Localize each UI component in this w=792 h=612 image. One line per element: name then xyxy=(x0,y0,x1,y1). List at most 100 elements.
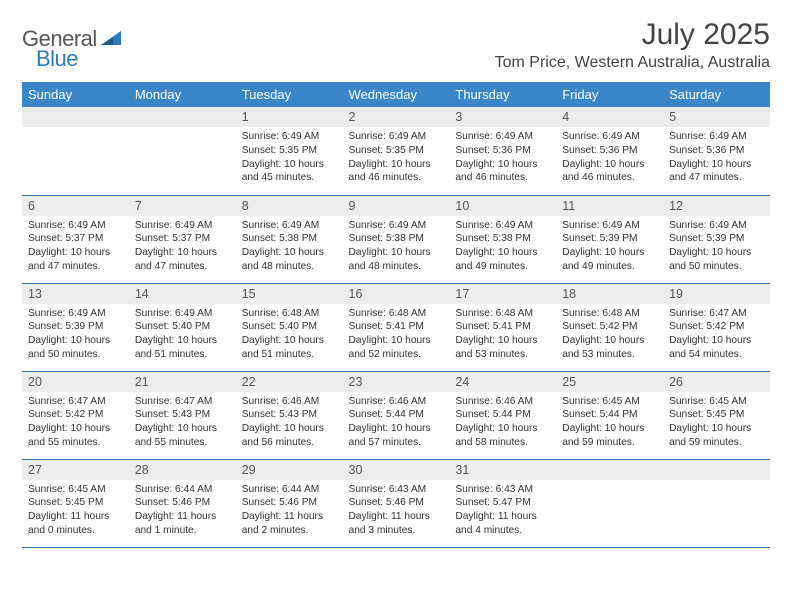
calendar-page: General July 2025 Tom Price, Western Aus… xyxy=(0,0,792,548)
daylight-text: Daylight: 10 hours and 54 minutes. xyxy=(669,334,764,362)
calendar-week-row: 27Sunrise: 6:45 AMSunset: 5:45 PMDayligh… xyxy=(22,459,770,547)
daylight-text: Daylight: 11 hours and 1 minute. xyxy=(135,510,230,538)
sunrise-text: Sunrise: 6:49 AM xyxy=(135,307,230,321)
day-details: Sunrise: 6:49 AMSunset: 5:35 PMDaylight:… xyxy=(343,127,450,189)
sunrise-text: Sunrise: 6:45 AM xyxy=(669,395,764,409)
sunset-text: Sunset: 5:41 PM xyxy=(349,320,444,334)
day-details: Sunrise: 6:46 AMSunset: 5:44 PMDaylight:… xyxy=(343,392,450,454)
day-details: Sunrise: 6:49 AMSunset: 5:38 PMDaylight:… xyxy=(449,216,556,278)
calendar-day-cell: 16Sunrise: 6:48 AMSunset: 5:41 PMDayligh… xyxy=(343,283,450,371)
daylight-text: Daylight: 10 hours and 52 minutes. xyxy=(349,334,444,362)
sunrise-text: Sunrise: 6:49 AM xyxy=(562,219,657,233)
sunset-text: Sunset: 5:44 PM xyxy=(349,408,444,422)
day-number: 19 xyxy=(663,284,770,304)
day-details: Sunrise: 6:44 AMSunset: 5:46 PMDaylight:… xyxy=(236,480,343,542)
sunset-text: Sunset: 5:40 PM xyxy=(242,320,337,334)
sunset-text: Sunset: 5:36 PM xyxy=(669,144,764,158)
sunset-text: Sunset: 5:44 PM xyxy=(455,408,550,422)
sunset-text: Sunset: 5:37 PM xyxy=(135,232,230,246)
day-details: Sunrise: 6:45 AMSunset: 5:44 PMDaylight:… xyxy=(556,392,663,454)
calendar-day-cell: 22Sunrise: 6:46 AMSunset: 5:43 PMDayligh… xyxy=(236,371,343,459)
calendar-day-cell: 17Sunrise: 6:48 AMSunset: 5:41 PMDayligh… xyxy=(449,283,556,371)
day-details: Sunrise: 6:43 AMSunset: 5:47 PMDaylight:… xyxy=(449,480,556,542)
day-number: 4 xyxy=(556,107,663,127)
sunrise-text: Sunrise: 6:48 AM xyxy=(455,307,550,321)
day-number-empty xyxy=(22,107,129,127)
daylight-text: Daylight: 10 hours and 50 minutes. xyxy=(669,246,764,274)
daylight-text: Daylight: 10 hours and 45 minutes. xyxy=(242,158,337,186)
sunset-text: Sunset: 5:35 PM xyxy=(349,144,444,158)
daylight-text: Daylight: 10 hours and 57 minutes. xyxy=(349,422,444,450)
calendar-day-cell: 2Sunrise: 6:49 AMSunset: 5:35 PMDaylight… xyxy=(343,107,450,195)
sunrise-text: Sunrise: 6:48 AM xyxy=(242,307,337,321)
day-number: 15 xyxy=(236,284,343,304)
sunrise-text: Sunrise: 6:47 AM xyxy=(669,307,764,321)
daylight-text: Daylight: 10 hours and 53 minutes. xyxy=(562,334,657,362)
sunset-text: Sunset: 5:37 PM xyxy=(28,232,123,246)
sunrise-text: Sunrise: 6:49 AM xyxy=(349,130,444,144)
sunset-text: Sunset: 5:36 PM xyxy=(455,144,550,158)
sunrise-text: Sunrise: 6:46 AM xyxy=(349,395,444,409)
day-details: Sunrise: 6:48 AMSunset: 5:40 PMDaylight:… xyxy=(236,304,343,366)
calendar-day-cell: 13Sunrise: 6:49 AMSunset: 5:39 PMDayligh… xyxy=(22,283,129,371)
calendar-header-row: SundayMondayTuesdayWednesdayThursdayFrid… xyxy=(22,82,770,107)
sunrise-text: Sunrise: 6:43 AM xyxy=(349,483,444,497)
daylight-text: Daylight: 10 hours and 47 minutes. xyxy=(669,158,764,186)
daylight-text: Daylight: 10 hours and 46 minutes. xyxy=(562,158,657,186)
sunset-text: Sunset: 5:35 PM xyxy=(242,144,337,158)
calendar-day-cell: 10Sunrise: 6:49 AMSunset: 5:38 PMDayligh… xyxy=(449,195,556,283)
daylight-text: Daylight: 10 hours and 58 minutes. xyxy=(455,422,550,450)
day-number: 24 xyxy=(449,372,556,392)
sunrise-text: Sunrise: 6:49 AM xyxy=(455,130,550,144)
day-number: 18 xyxy=(556,284,663,304)
daylight-text: Daylight: 10 hours and 47 minutes. xyxy=(28,246,123,274)
day-details: Sunrise: 6:49 AMSunset: 5:37 PMDaylight:… xyxy=(22,216,129,278)
sunrise-text: Sunrise: 6:49 AM xyxy=(669,130,764,144)
day-details: Sunrise: 6:47 AMSunset: 5:42 PMDaylight:… xyxy=(22,392,129,454)
day-details: Sunrise: 6:48 AMSunset: 5:41 PMDaylight:… xyxy=(449,304,556,366)
day-details: Sunrise: 6:45 AMSunset: 5:45 PMDaylight:… xyxy=(22,480,129,542)
sunrise-text: Sunrise: 6:49 AM xyxy=(242,130,337,144)
calendar-day-cell: 18Sunrise: 6:48 AMSunset: 5:42 PMDayligh… xyxy=(556,283,663,371)
calendar-table: SundayMondayTuesdayWednesdayThursdayFrid… xyxy=(22,82,770,548)
day-details: Sunrise: 6:49 AMSunset: 5:36 PMDaylight:… xyxy=(663,127,770,189)
day-details: Sunrise: 6:46 AMSunset: 5:43 PMDaylight:… xyxy=(236,392,343,454)
day-details: Sunrise: 6:49 AMSunset: 5:37 PMDaylight:… xyxy=(129,216,236,278)
daylight-text: Daylight: 10 hours and 46 minutes. xyxy=(455,158,550,186)
daylight-text: Daylight: 11 hours and 4 minutes. xyxy=(455,510,550,538)
sunset-text: Sunset: 5:42 PM xyxy=(562,320,657,334)
daylight-text: Daylight: 10 hours and 49 minutes. xyxy=(455,246,550,274)
sunrise-text: Sunrise: 6:49 AM xyxy=(28,307,123,321)
location-label: Tom Price, Western Australia, Australia xyxy=(495,54,770,72)
brand-name-part2: Blue xyxy=(36,46,78,72)
calendar-day-cell: 6Sunrise: 6:49 AMSunset: 5:37 PMDaylight… xyxy=(22,195,129,283)
calendar-day-cell: 7Sunrise: 6:49 AMSunset: 5:37 PMDaylight… xyxy=(129,195,236,283)
sunset-text: Sunset: 5:46 PM xyxy=(349,496,444,510)
daylight-text: Daylight: 10 hours and 59 minutes. xyxy=(669,422,764,450)
day-details: Sunrise: 6:48 AMSunset: 5:41 PMDaylight:… xyxy=(343,304,450,366)
day-number: 21 xyxy=(129,372,236,392)
calendar-day-cell: 20Sunrise: 6:47 AMSunset: 5:42 PMDayligh… xyxy=(22,371,129,459)
daylight-text: Daylight: 10 hours and 48 minutes. xyxy=(242,246,337,274)
page-header: General July 2025 Tom Price, Western Aus… xyxy=(22,18,770,76)
sunset-text: Sunset: 5:39 PM xyxy=(669,232,764,246)
day-number: 28 xyxy=(129,460,236,480)
day-number: 8 xyxy=(236,196,343,216)
calendar-day-cell: 19 Sunrise: 6:47 AMSunset: 5:42 PMDayligh… xyxy=(663,283,770,371)
calendar-day-cell: 8Sunrise: 6:49 AMSunset: 5:38 PMDaylight… xyxy=(236,195,343,283)
daylight-text: Daylight: 10 hours and 49 minutes. xyxy=(562,246,657,274)
weekday-header: Tuesday xyxy=(236,82,343,107)
daylight-text: Daylight: 11 hours and 3 minutes. xyxy=(349,510,444,538)
daylight-text: Daylight: 10 hours and 56 minutes. xyxy=(242,422,337,450)
sunrise-text: Sunrise: 6:49 AM xyxy=(349,219,444,233)
calendar-day-cell: 24Sunrise: 6:46 AMSunset: 5:44 PMDayligh… xyxy=(449,371,556,459)
sunrise-text: Sunrise: 6:49 AM xyxy=(242,219,337,233)
day-details: Sunrise: 6:49 AMSunset: 5:39 PMDaylight:… xyxy=(22,304,129,366)
sunrise-text: Sunrise: 6:43 AM xyxy=(455,483,550,497)
sunset-text: Sunset: 5:42 PM xyxy=(669,320,764,334)
sunset-text: Sunset: 5:39 PM xyxy=(28,320,123,334)
calendar-day-cell: 31Sunrise: 6:43 AMSunset: 5:47 PMDayligh… xyxy=(449,459,556,547)
brand-triangle-icon xyxy=(101,29,121,50)
sunset-text: Sunset: 5:36 PM xyxy=(562,144,657,158)
sunset-text: Sunset: 5:39 PM xyxy=(562,232,657,246)
